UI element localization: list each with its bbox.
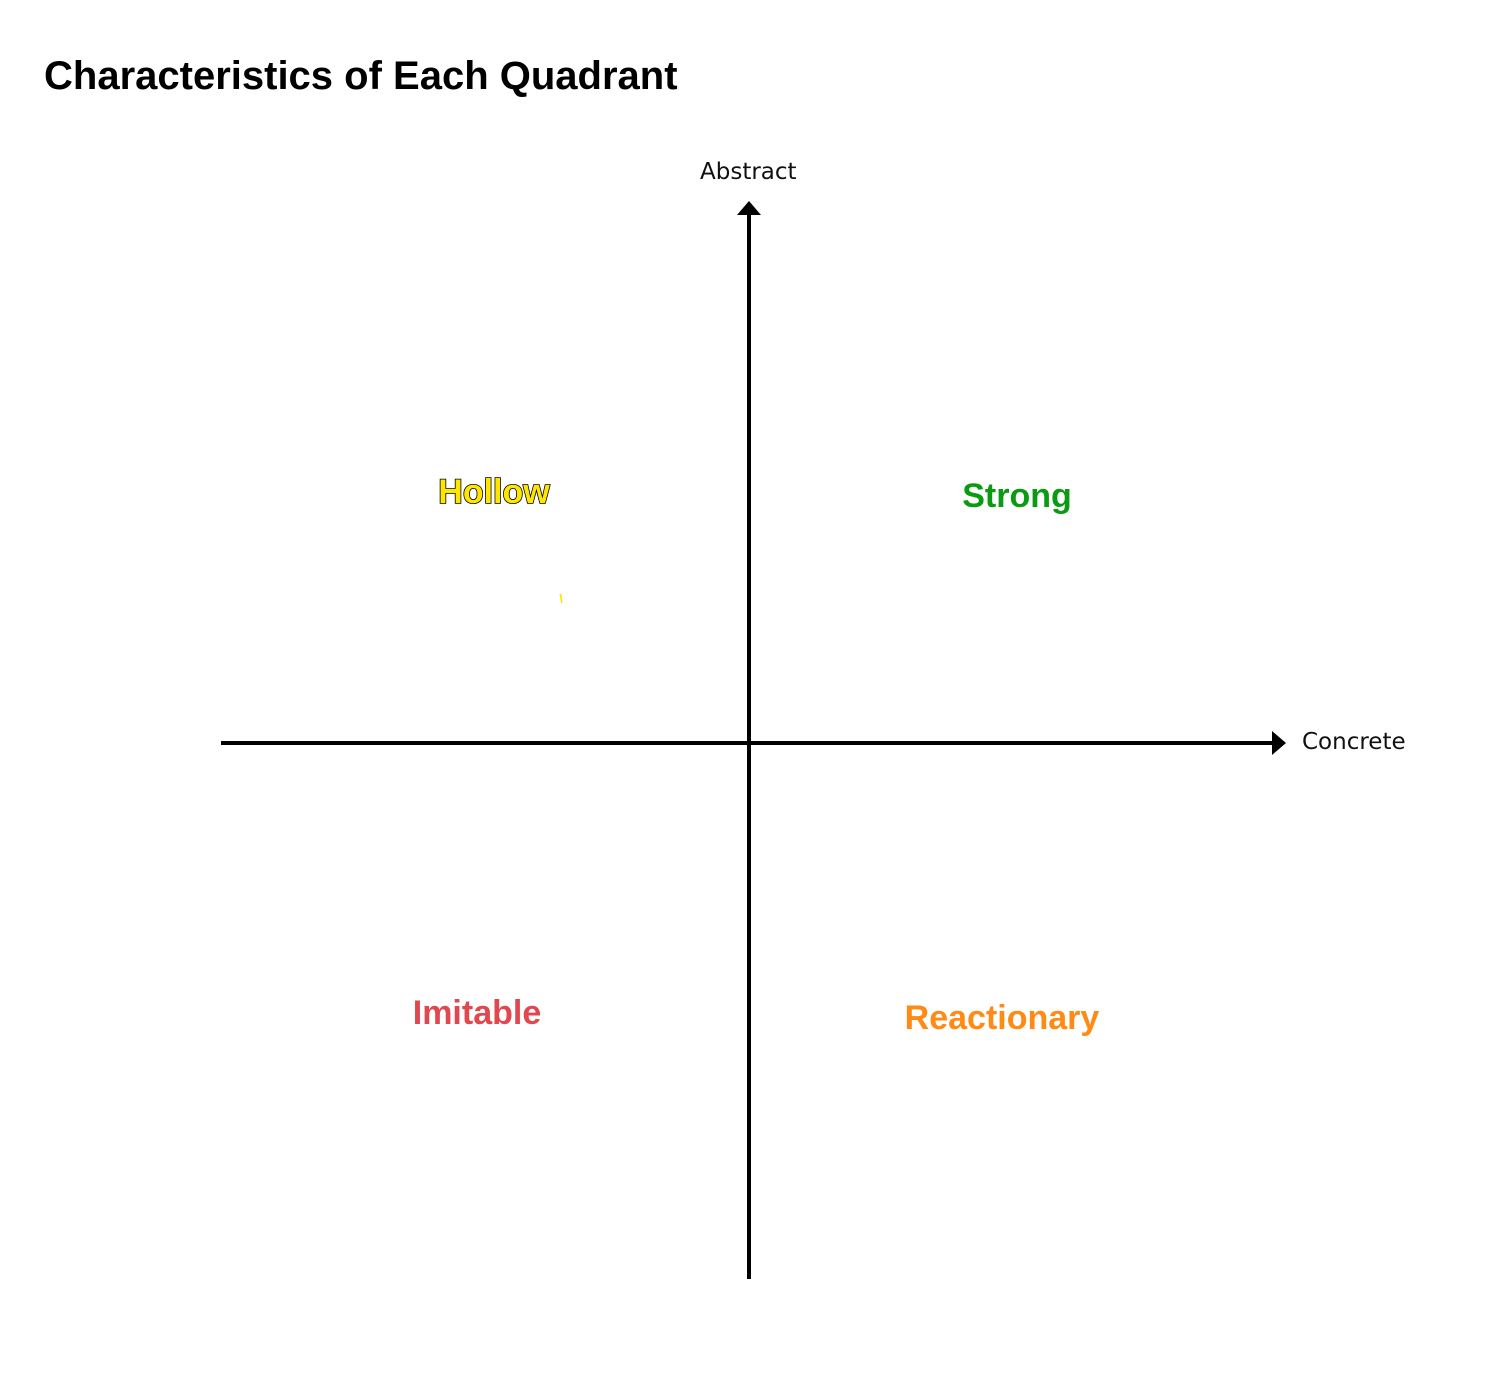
stray-yellow-mark bbox=[559, 594, 563, 603]
page-title: Characteristics of Each Quadrant bbox=[44, 54, 678, 98]
quadrant-label-strong: Strong bbox=[962, 477, 1072, 515]
quadrant-label-reactionary: Reactionary bbox=[904, 999, 1100, 1037]
axis-label-abstract: Abstract bbox=[700, 159, 797, 185]
horizontal-axis-arrowhead bbox=[1272, 731, 1286, 755]
quadrant-label-imitable: Imitable bbox=[412, 994, 542, 1032]
axis-label-concrete: Concrete bbox=[1302, 729, 1406, 755]
vertical-axis-arrowhead bbox=[737, 201, 761, 215]
quadrant-label-hollow: Hollow bbox=[437, 472, 550, 512]
